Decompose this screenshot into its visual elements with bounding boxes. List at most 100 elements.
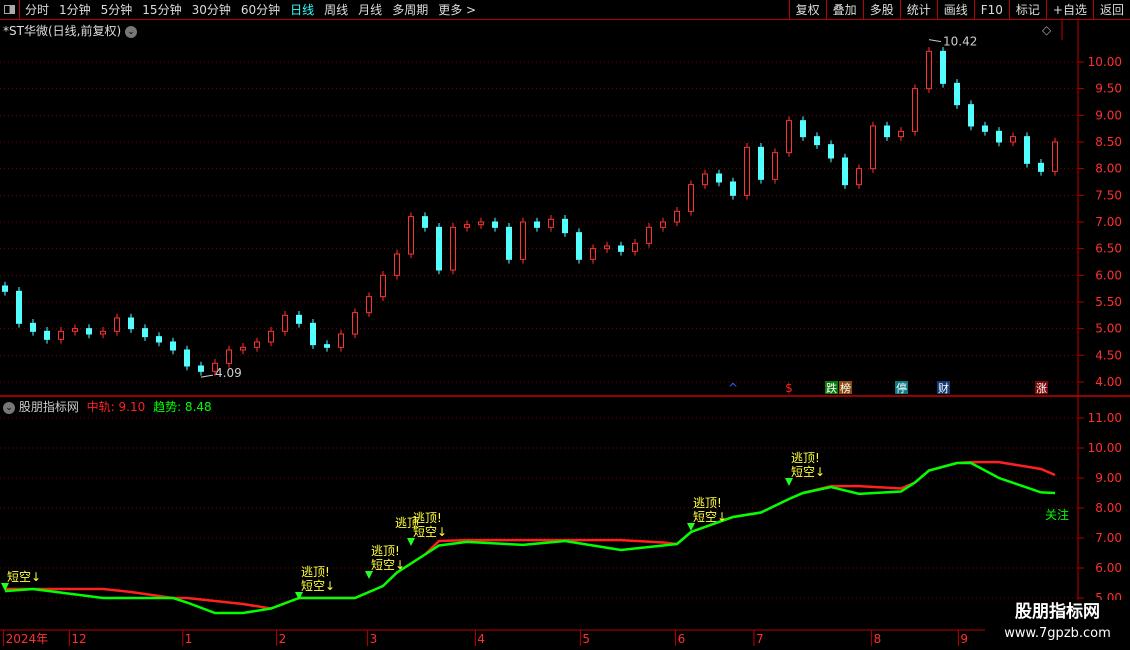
signal-label: 短空↓ — [693, 510, 727, 524]
toolbar-button[interactable]: 统计 — [899, 0, 937, 20]
price-tick-label: 4.50 — [1095, 348, 1122, 362]
candle-body — [1024, 136, 1030, 164]
candle-body — [772, 152, 778, 180]
event-badge — [1035, 381, 1048, 394]
period-tab[interactable]: 多周期 — [392, 2, 429, 17]
candle-body — [562, 218, 568, 234]
candle-body — [534, 221, 540, 228]
candle-body — [702, 173, 708, 186]
price-tick-label: 6.00 — [1095, 268, 1122, 282]
period-tab[interactable]: 5分钟 — [100, 2, 133, 17]
date-tick-label: 4 — [477, 632, 485, 646]
signal-label: 短空↓ — [791, 465, 825, 479]
price-tick-label: 7.00 — [1095, 215, 1122, 229]
price-tick-label: 7.50 — [1095, 188, 1122, 202]
candle-body — [758, 146, 764, 180]
toolbar-button[interactable]: 复权 — [788, 0, 826, 20]
candle-body — [114, 317, 120, 332]
chevron-down-icon[interactable]: ⌄ — [124, 25, 137, 38]
event-badge-label: 财 — [938, 381, 949, 395]
candle-body — [478, 221, 484, 226]
candle-body — [128, 317, 134, 330]
candle-body — [436, 226, 442, 271]
period-tab[interactable]: 月线 — [358, 2, 383, 17]
candle-body — [954, 82, 960, 106]
candle-body — [604, 245, 610, 250]
candle-body — [198, 365, 204, 372]
price-tick-label: 9.50 — [1095, 82, 1122, 96]
signal-label: 逃顶 — [395, 516, 419, 530]
date-tick-label: 12 — [71, 632, 86, 646]
period-tab[interactable]: 分时 — [25, 2, 50, 17]
event-badge-label: 跌 — [826, 381, 837, 395]
candle-body — [366, 296, 372, 314]
date-tick-label: 9 — [960, 632, 968, 646]
candle-body — [660, 221, 666, 228]
watermark: 股朋指标网 www.7gpzb.com — [985, 600, 1130, 650]
signal-label: 短空↓ — [7, 570, 41, 584]
indicator-tick-label: 6.00 — [1095, 561, 1122, 575]
toolbar-button[interactable]: 标记 — [1008, 0, 1046, 20]
event-badge — [895, 381, 908, 394]
period-tab[interactable]: 周线 — [324, 2, 349, 17]
event-badge-label: 涨 — [1036, 382, 1047, 395]
candle-body — [618, 245, 624, 252]
stock-name: *ST华微(日线,前复权) — [3, 24, 122, 38]
signal-arrow-icon — [407, 538, 415, 546]
date-tick-label: 7 — [756, 632, 764, 646]
candle-body — [926, 50, 932, 90]
candle-body — [380, 274, 386, 298]
annotation-pointer — [928, 39, 942, 43]
indicator-line-mid — [5, 460, 1056, 610]
candle-body — [884, 125, 890, 138]
candle-body — [632, 242, 638, 252]
candle-body — [72, 328, 78, 332]
toolbar-button[interactable]: F10 — [973, 0, 1009, 20]
event-badge — [839, 381, 852, 394]
signal-label: 逃顶! — [693, 496, 722, 510]
layout-toggle-button[interactable] — [0, 0, 20, 20]
toolbar-button[interactable]: 画线 — [936, 0, 974, 20]
candle-body — [520, 221, 526, 260]
candle-body — [576, 232, 582, 260]
candle-body — [100, 330, 106, 335]
date-tick-label: 3 — [370, 632, 378, 646]
indicator-tick-label: 7.00 — [1095, 531, 1122, 545]
candle-body — [58, 330, 64, 340]
candle-body — [422, 216, 428, 228]
period-tab[interactable]: 日线 — [290, 2, 315, 17]
action-buttons: 复权 叠加 多股 统计 画线 F10 标记 +自选 返回 — [788, 0, 1130, 20]
candle-body — [268, 330, 274, 343]
candle-body — [338, 333, 344, 348]
chevron-down-icon[interactable]: ⌄ — [3, 401, 15, 414]
candle-body — [716, 173, 722, 183]
note-label: 关注 — [1045, 507, 1069, 522]
candle-body — [814, 136, 820, 146]
candle-body — [982, 125, 988, 132]
period-tab[interactable]: 更多 > — [438, 2, 477, 17]
candle-body — [996, 130, 1002, 143]
candle-body — [674, 210, 680, 223]
candle-body — [324, 344, 330, 348]
period-tab[interactable]: 60分钟 — [240, 2, 281, 17]
price-tick-label: 9.00 — [1095, 108, 1122, 122]
period-tab[interactable]: 15分钟 — [142, 2, 182, 17]
candle-body — [254, 341, 260, 348]
toolbar-button[interactable]: 返回 — [1092, 0, 1130, 20]
period-tabs: 分时 1分钟 5分钟 15分钟 30分钟 60分钟 日线 周线 月线 多周期 更多 > — [20, 0, 481, 20]
signal-arrow-icon — [785, 478, 793, 486]
toolbar-button[interactable]: +自选 — [1045, 0, 1093, 20]
indicator-title: ⌄ 股朋指标网 中轨: 9.10 趋势: 8.48 — [3, 398, 212, 415]
date-tick-label: 1 — [185, 632, 193, 646]
signal-label: 逃顶! — [413, 511, 442, 525]
candle-body — [842, 157, 848, 186]
candle-body — [688, 184, 694, 212]
period-tab[interactable]: 30分钟 — [191, 2, 231, 17]
toolbar-button[interactable]: 叠加 — [825, 0, 863, 20]
period-tab[interactable]: 1分钟 — [59, 2, 91, 17]
candle-body — [170, 341, 176, 351]
candle-body — [212, 362, 218, 372]
candle-body — [1010, 136, 1016, 143]
toolbar-button[interactable]: 多股 — [862, 0, 900, 20]
